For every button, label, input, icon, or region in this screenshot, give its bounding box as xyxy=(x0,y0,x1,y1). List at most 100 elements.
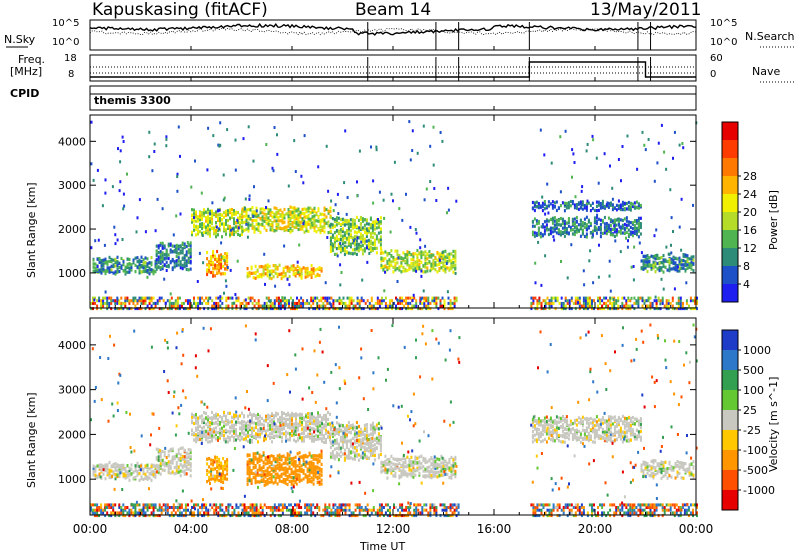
data-cell xyxy=(217,430,219,435)
data-cell xyxy=(225,213,227,217)
data-cell xyxy=(259,419,261,423)
data-cell xyxy=(454,471,457,476)
data-cell xyxy=(420,254,423,258)
data-cell xyxy=(152,272,155,276)
data-cell xyxy=(267,299,270,303)
data-cell xyxy=(134,263,137,267)
data-cell xyxy=(386,251,389,256)
data-cell xyxy=(146,275,149,279)
data-cell xyxy=(98,299,101,303)
data-cell xyxy=(355,454,358,458)
data-cell xyxy=(96,265,99,268)
data-cell xyxy=(352,239,355,243)
data-cell xyxy=(349,251,352,256)
data-cell xyxy=(325,440,327,444)
data-cell xyxy=(216,257,219,261)
data-cell xyxy=(100,469,103,473)
data-cell xyxy=(181,464,184,468)
data-cell xyxy=(216,259,219,263)
data-cell xyxy=(414,455,417,459)
data-cell xyxy=(220,253,223,257)
data-cell xyxy=(432,263,435,267)
data-cell xyxy=(104,466,107,471)
data-cell xyxy=(333,433,336,437)
data-cell xyxy=(313,427,315,431)
data-cell xyxy=(402,461,405,465)
data-cell xyxy=(314,268,317,272)
data-cell xyxy=(315,219,318,223)
data-cell xyxy=(390,260,393,264)
data-cell xyxy=(159,452,162,456)
data-cell xyxy=(273,301,276,305)
data-cell xyxy=(313,209,316,213)
data-cell xyxy=(271,418,273,422)
data-cell xyxy=(319,221,322,225)
data-cell xyxy=(593,307,595,311)
data-cell xyxy=(420,454,423,458)
data-cell xyxy=(211,211,213,216)
data-cell xyxy=(662,254,665,258)
data-cell xyxy=(326,236,329,239)
data-cell xyxy=(561,201,564,205)
data-cell xyxy=(92,296,94,300)
data-cell xyxy=(235,428,237,432)
data-cell xyxy=(110,299,113,303)
data-cell xyxy=(368,304,371,308)
data-cell xyxy=(639,225,642,229)
data-cell xyxy=(229,425,231,430)
data-cell xyxy=(209,416,211,420)
data-cell xyxy=(292,307,294,311)
data-cell xyxy=(399,299,402,303)
data-cell xyxy=(396,280,399,283)
data-cell xyxy=(332,301,335,305)
data-cell xyxy=(584,304,587,308)
data-cell xyxy=(440,266,443,270)
data-cell xyxy=(329,249,332,254)
data-cell xyxy=(306,271,309,275)
data-cell xyxy=(312,271,315,275)
data-cell xyxy=(343,448,346,452)
data-cell xyxy=(333,438,336,443)
data-cell xyxy=(533,217,536,221)
data-cell xyxy=(179,266,182,270)
data-cell xyxy=(102,301,105,305)
data-cell xyxy=(375,246,378,250)
data-cell xyxy=(426,252,429,256)
data-cell xyxy=(308,301,311,305)
data-cell xyxy=(448,252,451,256)
data-cell xyxy=(267,417,269,421)
data-cell xyxy=(671,296,674,300)
data-cell xyxy=(341,434,344,438)
data-cell xyxy=(161,450,164,454)
data-cell xyxy=(221,420,223,424)
data-cell xyxy=(165,253,168,257)
data-cell xyxy=(251,296,254,300)
data-cell xyxy=(197,419,199,423)
data-cell xyxy=(330,304,333,308)
data-cell xyxy=(369,427,372,431)
data-cell xyxy=(199,218,201,222)
data-cell xyxy=(581,231,584,235)
data-cell xyxy=(297,223,300,227)
data-cell xyxy=(428,458,431,462)
data-cell xyxy=(331,424,334,428)
data-cell xyxy=(224,255,227,259)
data-cell xyxy=(126,307,129,311)
data-cell xyxy=(694,299,696,303)
data-cell xyxy=(609,301,612,305)
data-cell xyxy=(541,233,544,237)
data-cell xyxy=(321,439,323,443)
data-cell xyxy=(265,212,268,217)
data-cell xyxy=(588,304,591,308)
data-cell xyxy=(257,416,259,420)
data-cell xyxy=(416,264,419,268)
data-cell xyxy=(343,233,346,237)
data-cell xyxy=(322,307,325,311)
data-cell xyxy=(392,462,395,466)
data-cell xyxy=(197,428,199,432)
data-cell xyxy=(453,304,456,308)
data-cell xyxy=(357,236,360,240)
data-cell xyxy=(623,207,626,211)
data-cell xyxy=(291,418,293,422)
data-cell xyxy=(585,202,588,206)
